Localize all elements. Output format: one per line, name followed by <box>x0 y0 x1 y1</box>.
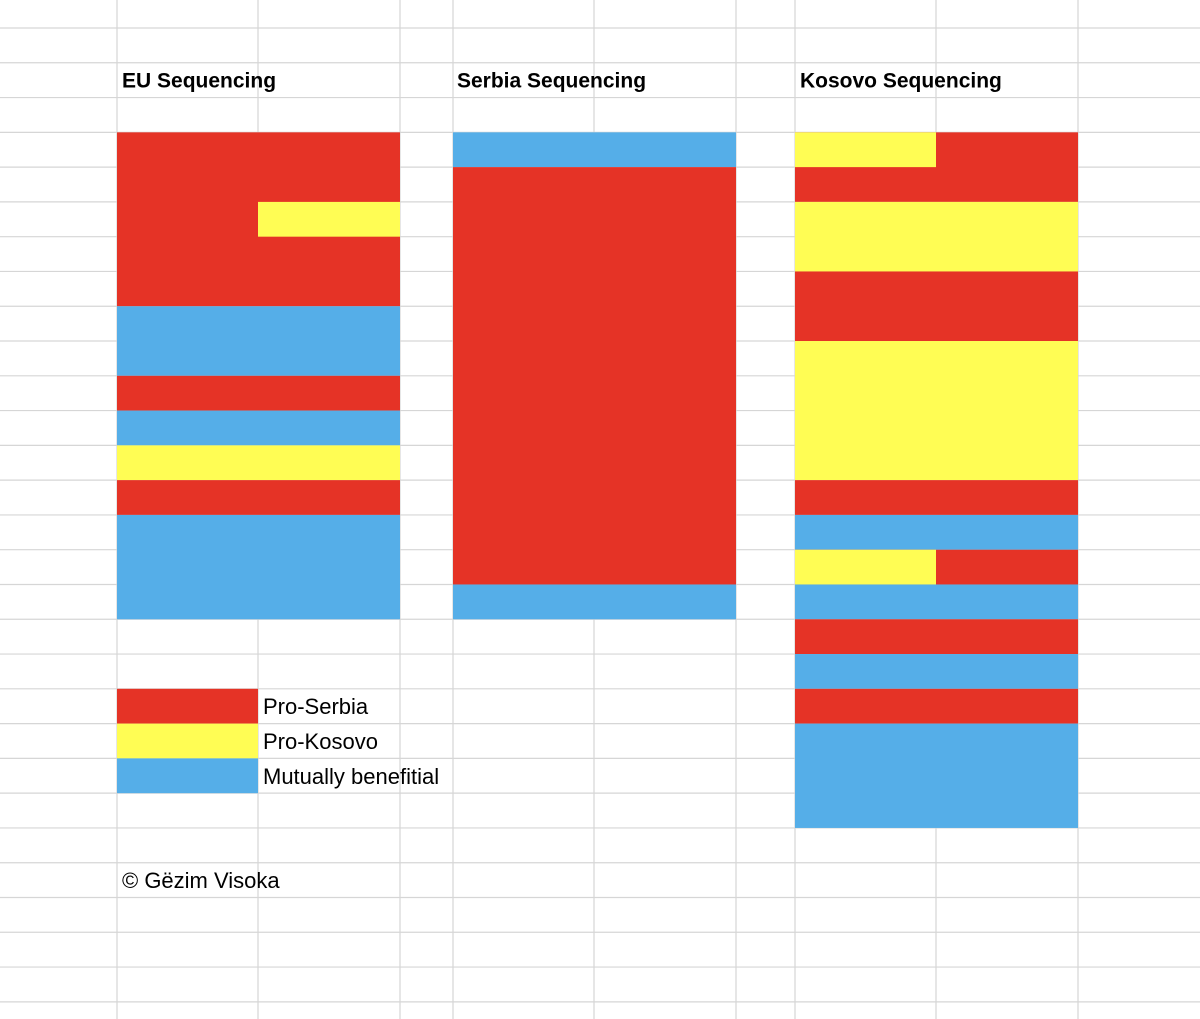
filled-cell <box>258 201 400 237</box>
filled-cell <box>117 688 258 724</box>
filled-cell <box>795 480 1078 515</box>
filled-cell <box>453 584 736 620</box>
filled-cell <box>795 619 1078 655</box>
filled-cell <box>795 341 1078 481</box>
legend-label: Pro-Kosovo <box>263 729 378 754</box>
filled-cell <box>795 654 1078 689</box>
filled-cell <box>117 306 400 376</box>
texts: EU Sequencing Serbia Sequencing Kosovo S… <box>122 70 1002 893</box>
filled-cell <box>795 514 1078 550</box>
filled-cell <box>117 480 400 515</box>
filled-cell <box>795 549 936 585</box>
filled-cell <box>117 723 258 759</box>
filled-cell <box>117 445 400 481</box>
filled-cell <box>795 132 936 168</box>
filled-cell <box>795 271 1078 342</box>
filled-cell <box>795 201 1078 272</box>
kosovo-title: Kosovo Sequencing <box>800 70 1002 93</box>
legend-label: Pro-Serbia <box>263 694 369 719</box>
legend-label: Mutually benefitial <box>263 764 439 789</box>
filled-cell <box>117 410 400 446</box>
filled-cell <box>117 514 400 620</box>
filled-cell <box>117 375 400 411</box>
copyright: © Gëzim Visoka <box>122 868 280 893</box>
filled-cell <box>795 584 1078 620</box>
filled-cell <box>453 132 736 168</box>
serbia-title: Serbia Sequencing <box>457 70 646 93</box>
filled-cell <box>453 167 736 585</box>
filled-cell <box>117 758 258 794</box>
filled-cell <box>795 688 1078 724</box>
cells <box>117 132 1078 828</box>
eu-title: EU Sequencing <box>122 70 276 93</box>
filled-cell <box>795 723 1078 828</box>
